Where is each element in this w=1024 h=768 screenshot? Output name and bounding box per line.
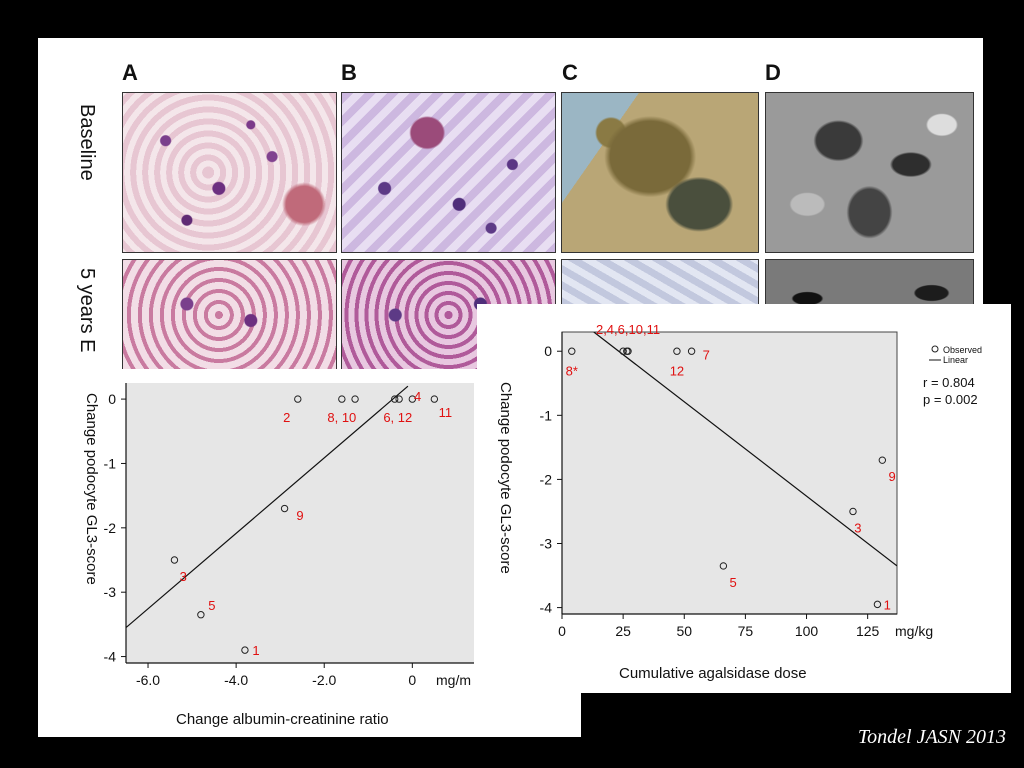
legend-linear-label: Linear [943, 355, 968, 365]
data-point [241, 646, 249, 654]
x-axis-label: Change albumin-creatinine ratio [176, 711, 389, 728]
x-tick-label: -4.0 [224, 672, 248, 688]
y-tick-label: -4 [104, 649, 117, 665]
point-label: 1 [252, 643, 259, 658]
micrograph-baseline-c [561, 92, 759, 253]
panel-label-a: A [122, 60, 138, 85]
panel-label-d: D [765, 60, 781, 85]
y-tick-label: -3 [540, 536, 553, 552]
y-tick-label: 0 [108, 391, 116, 407]
point-label: 4 [414, 389, 421, 404]
x-tick-label: 50 [676, 623, 692, 639]
x-tick-label: 125 [856, 623, 880, 639]
y-tick-label: -4 [540, 600, 553, 616]
point-label: 9 [296, 508, 303, 523]
micrograph-baseline-a [122, 92, 337, 253]
data-point [170, 556, 179, 564]
chart-agalsidase-vs-gl3: Change podocyte GL3-score Cumulative aga… [477, 304, 1011, 693]
panel-label-c: C [562, 60, 578, 85]
plot-svg: 0-1-2-3-40 25 50 75 100 125 mg/kg2,4,6,10,118*… [540, 322, 982, 639]
data-point [624, 347, 632, 355]
y-tick-label: -1 [104, 455, 117, 471]
x-tick-label: -6.0 [136, 672, 160, 688]
y-tick-label: -1 [540, 407, 553, 423]
row-label-5-years: 5 years E [76, 268, 98, 353]
point-label: 7 [703, 347, 710, 362]
x-tick-label: 0 [408, 672, 416, 688]
point-label: 6, 12 [383, 410, 412, 425]
panel-label-b: B [341, 60, 357, 85]
legend-observed-label: Observed [943, 345, 982, 355]
data-point [395, 395, 403, 403]
data-point [338, 395, 346, 403]
data-point [849, 507, 857, 516]
x-unit-label: mg/m [436, 672, 471, 688]
data-point [873, 600, 882, 609]
point-label: 5 [730, 575, 737, 590]
point-label: 8, 10 [327, 410, 356, 425]
y-tick-label: -2 [104, 520, 117, 536]
point-label: 3 [854, 520, 861, 535]
x-tick-label: 25 [615, 623, 631, 639]
x-tick-label: 0 [558, 623, 566, 639]
point-label: 1 [884, 597, 891, 612]
point-label: 12 [670, 363, 684, 378]
data-point [197, 611, 205, 619]
data-point [568, 347, 576, 355]
data-point [687, 347, 696, 355]
plot-svg: 0-1-2-3-4-6.0 -4.0 -2.0 0 mg/m2 8, 10 6, 12411… [104, 383, 474, 688]
x-tick-label: 100 [795, 623, 819, 639]
data-point [878, 456, 887, 464]
point-label: 9 [888, 469, 895, 484]
fit-line [593, 332, 897, 567]
x-axis-label: Cumulative agalsidase dose [619, 665, 807, 682]
data-point [391, 395, 399, 403]
data-point [719, 562, 728, 570]
micrograph-baseline-b [341, 92, 556, 253]
data-point [673, 347, 681, 355]
point-label: 11 [439, 405, 453, 420]
data-point [430, 395, 439, 403]
row-label-baseline: Baseline [76, 104, 98, 181]
stat-r: r = 0.804 [923, 375, 975, 390]
data-point [351, 395, 359, 403]
histology-figure: A B C D Baseline 5 years E [38, 38, 983, 371]
point-label: 3 [180, 569, 187, 584]
micrograph-baseline-d [765, 92, 974, 253]
point-label: 8* [566, 363, 578, 378]
legend-observed-marker [931, 345, 939, 353]
citation: Tondel JASN 2013 [857, 726, 1006, 748]
y-tick-label: -2 [540, 471, 553, 487]
plot-area [562, 332, 897, 614]
y-tick-label: -3 [104, 584, 117, 600]
point-label: 5 [208, 598, 215, 613]
x-tick-label: -2.0 [312, 672, 336, 688]
stat-p: p = 0.002 [923, 392, 978, 407]
data-point [280, 504, 289, 513]
plot-area [126, 383, 474, 663]
point-label: 2 [283, 410, 290, 425]
data-point [294, 395, 302, 403]
x-unit-label: mg/kg [895, 623, 933, 639]
data-point [408, 395, 417, 403]
point-label: 2,4,6,10,11 [596, 322, 660, 337]
fit-line [126, 385, 409, 629]
micrograph-5yr-a [122, 259, 337, 371]
x-tick-label: 75 [738, 623, 754, 639]
y-tick-label: 0 [544, 343, 552, 359]
data-point [619, 347, 627, 355]
